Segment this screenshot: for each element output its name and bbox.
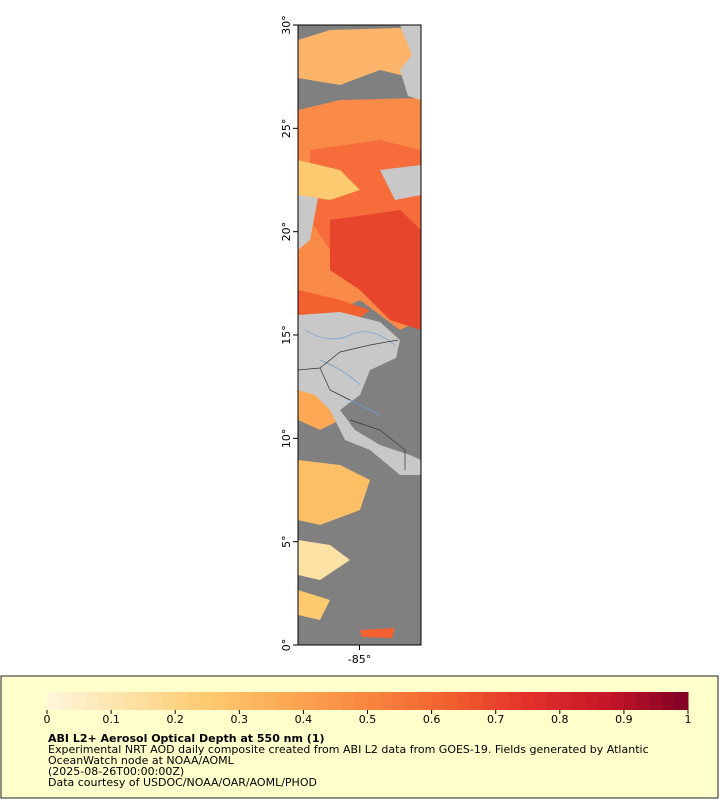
colorbar-swatch (611, 692, 625, 710)
lat-tick-label: 15° (280, 325, 293, 345)
colorbar-swatch (226, 692, 240, 710)
lon-tick-label: -85° (348, 653, 371, 666)
legend-line: Experimental NRT AOD daily composite cre… (48, 743, 649, 756)
colorbar-tick-label: 0.1 (102, 713, 120, 726)
colorbar-swatch (290, 692, 304, 710)
colorbar-swatch (111, 692, 125, 710)
colorbar-swatch (367, 692, 381, 710)
colorbar-swatch (188, 692, 202, 710)
colorbar-swatch (521, 692, 535, 710)
colorbar-swatch (72, 692, 86, 710)
colorbar-swatch (252, 692, 266, 710)
colorbar-tick-label: 0 (44, 713, 51, 726)
colorbar-swatch (662, 692, 676, 710)
colorbar-tick-label: 1 (685, 713, 692, 726)
colorbar-swatch (264, 692, 279, 710)
colorbar-swatch (393, 692, 407, 710)
colorbar-swatch (470, 692, 484, 710)
colorbar-swatch (418, 692, 433, 710)
colorbar-swatch (162, 692, 176, 710)
colorbar-swatch (59, 692, 74, 710)
legend-line: (2025-08-26T00:00:00Z) (48, 765, 184, 778)
colorbar-swatch (354, 692, 368, 710)
colorbar-swatch (623, 692, 638, 710)
colorbar-swatch (329, 692, 343, 710)
colorbar-swatch (572, 692, 586, 710)
colorbar-tick-label: 0.7 (487, 713, 505, 726)
legend-line: OceanWatch node at NOAA/AOML (48, 754, 235, 767)
colorbar-swatch (508, 692, 522, 710)
colorbar-swatch (175, 692, 189, 710)
colorbar-swatch (239, 692, 253, 710)
lat-tick-label: 25° (280, 119, 293, 139)
colorbar-tick-label: 0.5 (359, 713, 377, 726)
colorbar-swatch (213, 692, 227, 710)
colorbar-swatch (380, 692, 394, 710)
colorbar-swatch (149, 692, 163, 710)
colorbar-tick-label: 0.9 (615, 713, 633, 726)
map-image (298, 25, 421, 645)
colorbar-swatch (316, 692, 330, 710)
lat-tick-label: 0° (280, 639, 293, 652)
colorbar-swatch (495, 692, 510, 710)
colorbar-swatch (585, 692, 599, 710)
lat-tick-label: 20° (280, 222, 293, 242)
colorbar-swatch (675, 692, 689, 710)
colorbar-swatch (482, 692, 497, 710)
colorbar-swatch (598, 692, 612, 710)
colorbar-tick-label: 0.6 (423, 713, 441, 726)
colorbar-tick-label: 0.4 (295, 713, 313, 726)
colorbar-swatch (534, 692, 548, 710)
colorbar-swatch (98, 692, 112, 710)
colorbar-swatch (546, 692, 561, 710)
legend-title: ABI L2+ Aerosol Optical Depth at 550 nm … (48, 732, 325, 745)
lat-tick-label: 5° (280, 535, 293, 548)
colorbar-swatch (341, 692, 356, 710)
lat-tick-label: 30° (280, 15, 293, 35)
colorbar-swatch (277, 692, 292, 710)
colorbar-swatch (47, 692, 61, 710)
lat-tick-label: 10° (280, 429, 293, 449)
colorbar-swatch (200, 692, 215, 710)
colorbar-swatch (649, 692, 663, 710)
colorbar-swatch (636, 692, 651, 710)
colorbar-swatch (444, 692, 458, 710)
colorbar-swatch (136, 692, 151, 710)
colorbar-swatch (85, 692, 99, 710)
colorbar-swatch (457, 692, 471, 710)
colorbar-swatch (431, 692, 445, 710)
colorbar-swatch (559, 692, 574, 710)
colorbar-swatch (303, 692, 317, 710)
colorbar-tick-label: 0.3 (231, 713, 249, 726)
legend-line: Data courtesy of USDOC/NOAA/OAR/AOML/PHO… (48, 776, 317, 789)
colorbar-tick-label: 0.8 (551, 713, 569, 726)
colorbar-swatch (405, 692, 420, 710)
colorbar-swatch (123, 692, 138, 710)
colorbar-tick-label: 0.2 (166, 713, 184, 726)
